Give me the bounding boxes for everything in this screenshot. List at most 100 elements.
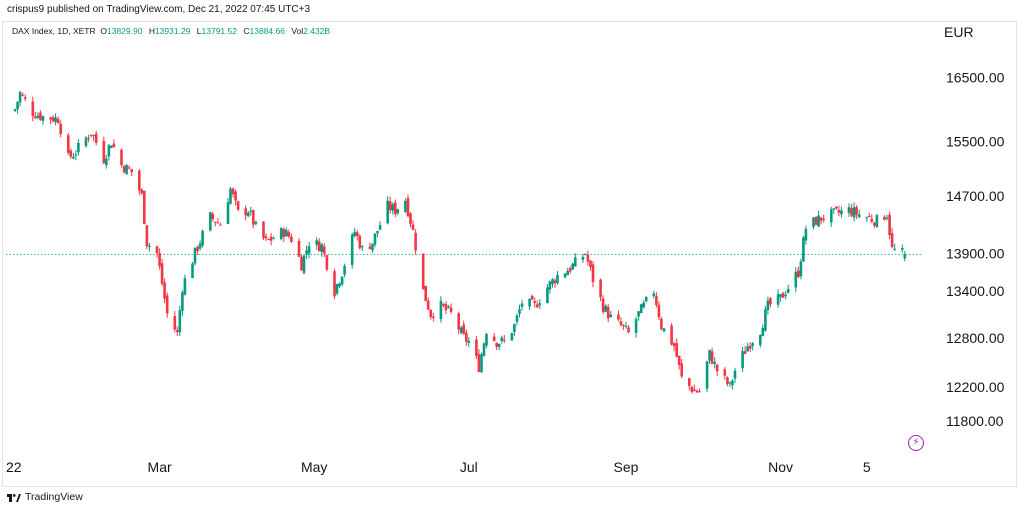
candle [556, 271, 559, 285]
candle-body [343, 266, 346, 275]
candle-body [695, 390, 699, 393]
candle [34, 111, 37, 120]
time-axis[interactable]: 22 Mar May Jul Sep Nov 5 [6, 459, 871, 475]
candles-layer [13, 90, 907, 394]
candle-body [411, 224, 415, 230]
candle-body [125, 164, 128, 175]
candle-body [548, 281, 552, 290]
candle [535, 300, 539, 308]
candle [176, 326, 179, 336]
candle [875, 214, 879, 228]
candle-body [830, 209, 833, 223]
candle-body [102, 141, 106, 163]
candle-body [394, 202, 397, 215]
candle-body [662, 328, 666, 332]
candle-body [655, 296, 658, 306]
candle-body [784, 294, 787, 297]
candle-body [480, 354, 483, 373]
candle-body [21, 94, 24, 96]
candle-body [832, 208, 836, 210]
candle [421, 253, 425, 290]
candle [262, 221, 265, 240]
candle [814, 216, 818, 226]
candle [870, 214, 874, 224]
candle-body [353, 231, 356, 237]
candle [54, 113, 57, 126]
candle-body [566, 270, 569, 276]
candle [619, 317, 623, 327]
candle [893, 243, 896, 252]
candle [214, 221, 217, 227]
candle-body [875, 214, 879, 227]
candle-body [335, 284, 339, 294]
symbol-name[interactable]: DAX Index, 1D, XETR [12, 26, 96, 36]
candle-body [444, 304, 448, 311]
candle-body [432, 316, 435, 318]
candle [181, 290, 184, 316]
candle-body [272, 238, 275, 240]
candle [751, 342, 754, 351]
candle [87, 134, 90, 143]
candle-body [814, 216, 818, 225]
candle [285, 227, 288, 237]
candle [852, 202, 856, 222]
candle [606, 303, 610, 323]
candle-body [817, 215, 820, 227]
candle-body [356, 232, 359, 237]
candle-body [797, 270, 800, 277]
candle [23, 94, 27, 102]
lightning-bolt-icon[interactable]: ⚡ [908, 435, 924, 451]
candle [373, 233, 377, 248]
price-axis[interactable]: 16500.00 15500.00 14700.00 13900.00 13400.00… [946, 70, 1005, 430]
candle [350, 232, 354, 269]
close-value: 13884.66 [249, 26, 285, 36]
candle [868, 213, 871, 218]
candle-body [110, 145, 113, 148]
candle [201, 229, 204, 248]
candle-body [751, 343, 754, 346]
candle-body [852, 207, 856, 218]
candle-body [323, 246, 326, 254]
candle [847, 203, 851, 217]
currency-label[interactable]: EUR [944, 24, 974, 40]
candle-body [148, 245, 151, 247]
candle [297, 238, 301, 258]
candle [105, 155, 108, 169]
candle [591, 261, 595, 288]
candle-body [553, 280, 557, 284]
candle [444, 301, 448, 314]
candle-body [893, 248, 896, 250]
candle [660, 316, 663, 331]
x-tick-label: 22 [6, 459, 22, 475]
candle [822, 214, 825, 223]
candle-body [36, 115, 40, 118]
candle-body [556, 275, 559, 284]
candle-body [868, 216, 871, 217]
candle-body [13, 109, 17, 111]
candle [368, 242, 372, 250]
candle-body [835, 206, 838, 209]
candle-body [229, 188, 232, 204]
symbol-legend: DAX Index, 1D, XETR O13829.90 H13931.29 … [12, 26, 334, 36]
candle [601, 295, 605, 314]
candle [518, 304, 521, 318]
candle-body [688, 378, 691, 386]
candle [16, 101, 19, 114]
candle [282, 227, 286, 242]
candle-body [72, 156, 75, 159]
candle [305, 245, 308, 259]
candle [155, 245, 159, 258]
candle-body [710, 351, 714, 364]
candle-body [56, 118, 60, 124]
candle-body [59, 123, 62, 135]
candle-body [799, 261, 803, 277]
candle [890, 228, 894, 249]
x-tick-label: Sep [614, 459, 639, 475]
candle [637, 311, 640, 321]
candle-body [371, 243, 374, 251]
candle-body [657, 304, 661, 318]
published-by-text: crispus9 published on TradingView.com, D… [7, 4, 311, 15]
candle-body [465, 332, 468, 342]
tradingview-brand[interactable]: TradingView [7, 491, 83, 503]
